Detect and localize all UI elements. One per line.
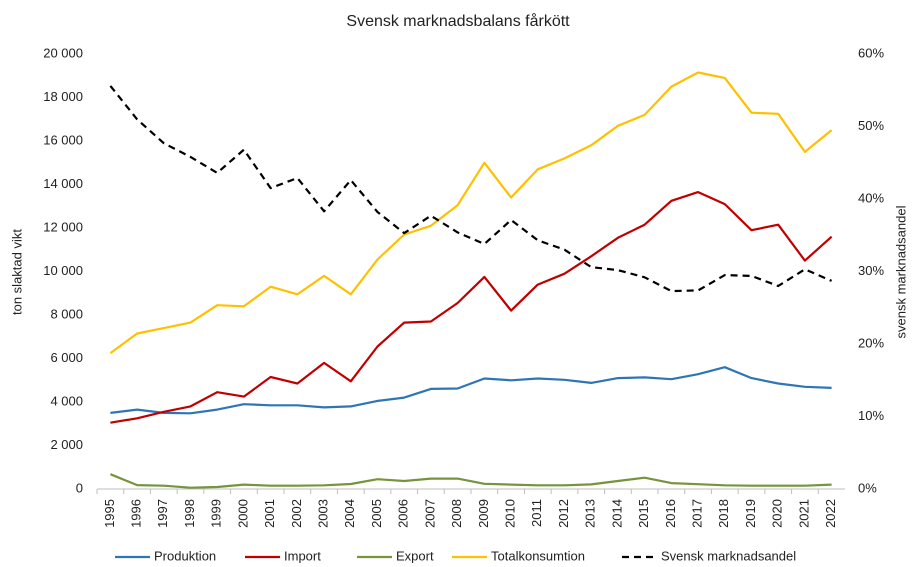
y2-tick-label: 60% (858, 45, 884, 60)
x-tick-label: 2016 (663, 499, 678, 528)
y2-tick-label: 20% (858, 335, 884, 350)
x-tick-label: 2011 (529, 499, 544, 527)
x-tick-label: 2020 (770, 499, 785, 528)
y-tick-label: 10 000 (43, 263, 83, 278)
x-tick-label: 2012 (556, 499, 571, 528)
x-tick-label: 2013 (583, 499, 598, 528)
y2-tick-label: 0% (858, 480, 877, 495)
series-line (110, 366, 832, 415)
x-tick-label: 2003 (316, 499, 331, 528)
y-tick-label: 20 000 (43, 45, 83, 60)
legend-label: Produktion (154, 548, 216, 563)
legend-label: Export (396, 548, 434, 563)
series-line (109, 85, 833, 293)
x-tick-label: 2017 (690, 499, 705, 528)
y-axis-label: ton slaktad vikt (9, 229, 24, 315)
y2-tick-label: 40% (858, 190, 884, 205)
x-tick-label: 2007 (422, 499, 437, 528)
y-tick-label: 8 000 (50, 306, 83, 321)
y-tick-label: 18 000 (43, 89, 83, 104)
x-tick-label: 2010 (503, 499, 518, 528)
chart-title: Svensk marknadsbalans fårkött (346, 12, 570, 30)
series-line (109, 473, 832, 489)
x-tick-label: 2021 (796, 499, 811, 528)
x-tick-label: 2006 (396, 499, 411, 528)
y2-axis-label: svensk marknadsandel (893, 205, 908, 338)
legend-label: Import (284, 548, 321, 563)
y-tick-label: 6 000 (50, 350, 83, 365)
y-tick-label: 4 000 (50, 393, 83, 408)
x-tick-label: 2000 (235, 499, 250, 528)
x-tick-label: 2002 (289, 499, 304, 528)
x-tick-label: 2019 (743, 499, 758, 528)
x-tick-label: 2022 (823, 499, 838, 528)
series-line (109, 71, 833, 354)
legend-label: Svensk marknadsandel (661, 548, 796, 563)
x-tick-label: 1997 (155, 499, 170, 528)
x-tick-label: 1998 (182, 499, 197, 528)
x-tick-label: 2005 (369, 499, 384, 528)
y-tick-label: 14 000 (43, 176, 83, 191)
y2-tick-label: 50% (858, 118, 884, 133)
series-line (110, 191, 833, 424)
x-tick-label: 2004 (342, 499, 357, 528)
legend-label: Totalkonsumtion (491, 548, 585, 563)
x-tick-label: 2009 (476, 499, 491, 528)
y2-tick-label: 10% (858, 408, 884, 423)
x-tick-label: 2014 (609, 499, 624, 528)
y2-tick-label: 30% (858, 263, 884, 278)
y-tick-label: 0 (76, 480, 83, 495)
y-tick-label: 12 000 (43, 219, 83, 234)
x-tick-label: 2018 (716, 499, 731, 528)
y-tick-label: 16 000 (43, 132, 83, 147)
x-tick-label: 1999 (209, 499, 224, 528)
x-tick-label: 2015 (636, 499, 651, 528)
x-tick-label: 1996 (129, 499, 144, 528)
x-tick-label: 2001 (262, 499, 277, 528)
y-tick-label: 2 000 (50, 437, 83, 452)
x-tick-label: 1995 (102, 499, 117, 528)
x-tick-label: 2008 (449, 499, 464, 528)
